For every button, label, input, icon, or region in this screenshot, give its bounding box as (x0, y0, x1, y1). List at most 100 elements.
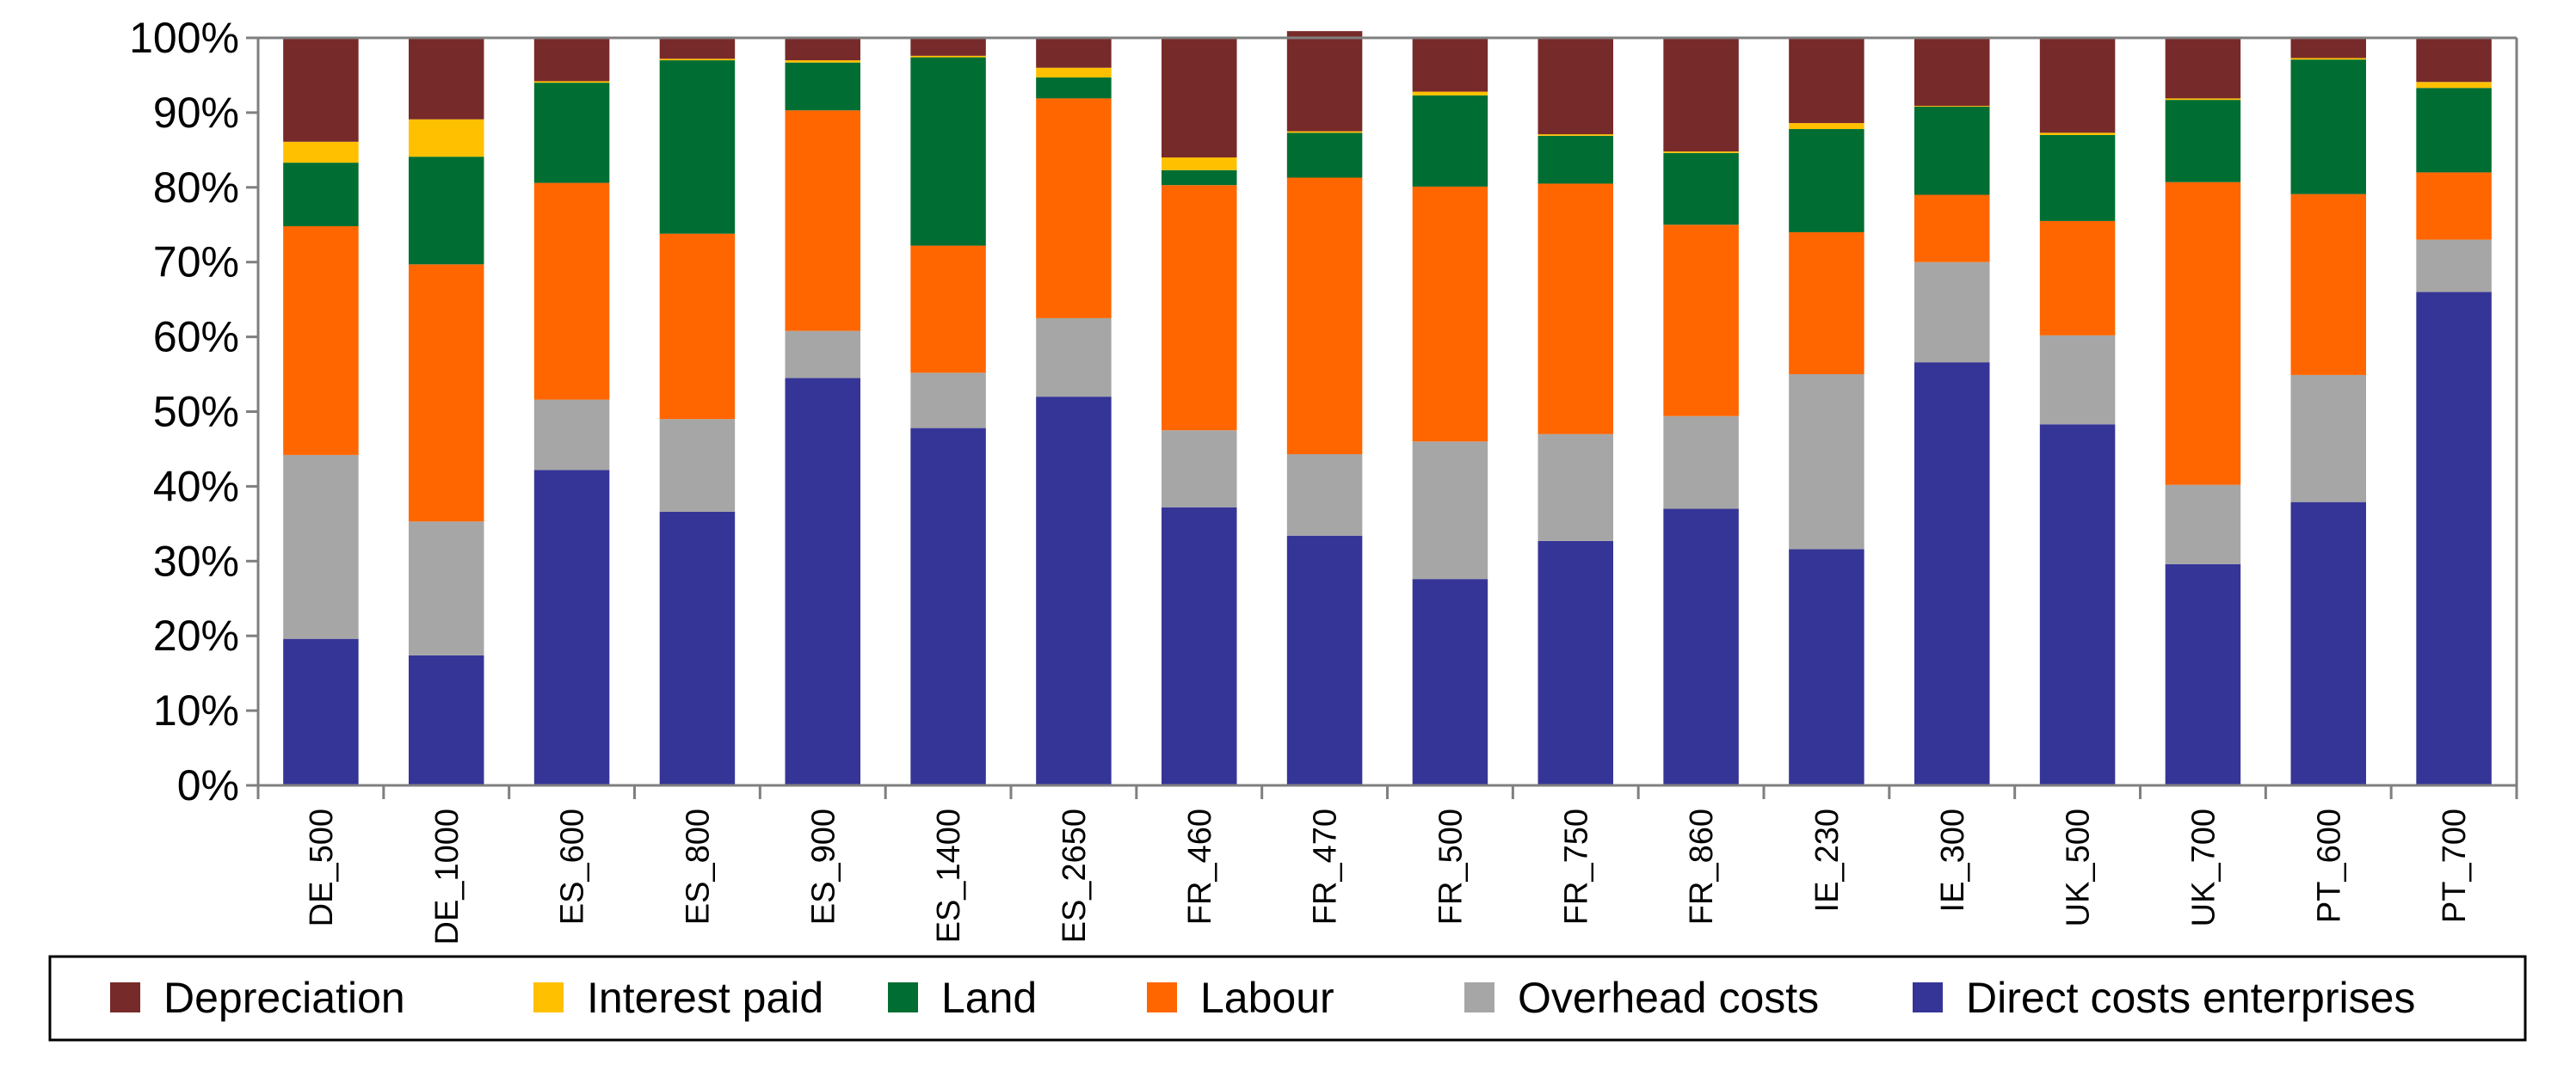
bar-segment-DE_1000-direct-costs-enterprises (409, 655, 484, 785)
bar-segment-DE_1000-labour (409, 264, 484, 522)
bar-segment-ES_600-land (533, 83, 610, 183)
legend-swatch (110, 982, 140, 1012)
bar-segment-FR_860-overhead-costs (1663, 415, 1739, 509)
bar-group-FR_500 (1412, 38, 1488, 785)
bar-segment-FR_470-overhead-costs (1286, 454, 1363, 536)
bar-segment-ES_800-interest-paid (659, 58, 736, 61)
x-tick-label-DE_1000: DE_1000 (429, 809, 465, 945)
bar-segment-UK_700-overhead-costs (2165, 484, 2241, 564)
bar-segment-ES_900-land (785, 62, 860, 111)
y-tick-label: 30% (153, 537, 239, 585)
bar-segment-FR_750-direct-costs-enterprises (1538, 540, 1613, 785)
bar-segment-UK_500-overhead-costs (2039, 335, 2116, 425)
bar-segment-FR_460-labour (1162, 185, 1237, 431)
bar-segment-ES_2650-labour (1036, 98, 1112, 318)
bar-segment-FR_460-direct-costs-enterprises (1162, 507, 1237, 785)
bar-segment-ES_900-depreciation (785, 38, 860, 61)
x-tick-label-FR_470: FR_470 (1308, 809, 1344, 925)
bar-segment-ES_800-direct-costs-enterprises (659, 511, 736, 785)
x-tick-label-PT_600: PT_600 (2311, 809, 2347, 923)
y-tick-label: 100% (129, 14, 239, 62)
x-tick-label-FR_860: FR_860 (1684, 809, 1720, 925)
bar-segment-FR_500-overhead-costs (1412, 441, 1488, 580)
bar-segment-ES_2650-overhead-costs (1036, 317, 1112, 397)
bar-segment-FR_500-depreciation (1412, 38, 1488, 92)
axes: 0% 10% 20% 30% 40% 50% 60% 70% 80% 90% 100% DE_500 D… (129, 14, 2518, 945)
bar-segment-FR_470-labour (1286, 177, 1363, 455)
bar-segment-UK_700-interest-paid (2165, 98, 2241, 101)
bar-segment-ES_1400-land (910, 57, 986, 246)
bar-segment-FR_470-depreciation (1286, 31, 1363, 132)
bar-group-ES_900 (785, 38, 860, 785)
bar-segment-FR_500-labour (1412, 186, 1488, 442)
bar-group-ES_2650 (1036, 38, 1112, 785)
bar-segment-UK_700-land (2165, 100, 2241, 182)
y-tick-label: 50% (153, 388, 239, 436)
bar-group-ES_800 (659, 38, 736, 785)
x-tick-label-UK_700: UK_700 (2185, 809, 2222, 926)
bar-segment-IE_230-interest-paid (1789, 123, 1864, 130)
x-tick-label-ES_900: ES_900 (805, 809, 841, 925)
y-tick-label: 10% (153, 686, 239, 735)
legend-item-interest-paid: Interest paid (533, 974, 823, 1022)
bar-group-UK_700 (2165, 38, 2241, 785)
bar-segment-IE_300-labour (1914, 194, 1990, 262)
bar-segment-FR_460-depreciation (1162, 38, 1237, 158)
bar-segment-DE_500-direct-costs-enterprises (283, 638, 359, 785)
bar-group-FR_470 (1286, 31, 1363, 785)
bar-segment-DE_500-overhead-costs (283, 454, 359, 639)
bar-group-DE_500 (283, 38, 359, 785)
bar-group-FR_860 (1663, 38, 1739, 785)
bar-segment-PT_600-overhead-costs (2290, 374, 2366, 502)
bar-segment-DE_1000-depreciation (409, 38, 484, 120)
bar-segment-PT_600-land (2290, 59, 2366, 194)
bar-segment-IE_300-depreciation (1914, 38, 1990, 107)
legend-swatch (888, 982, 918, 1012)
bar-segment-ES_800-land (659, 60, 736, 234)
y-tick-label: 80% (153, 163, 239, 212)
bar-segment-UK_500-direct-costs-enterprises (2039, 424, 2116, 785)
bar-segment-ES_600-overhead-costs (533, 399, 610, 471)
bar-segment-FR_470-direct-costs-enterprises (1286, 535, 1363, 785)
bar-segment-ES_900-labour (785, 110, 860, 331)
bar-group-PT_600 (2290, 38, 2366, 785)
legend-item-overhead-costs: Overhead costs (1464, 974, 1819, 1022)
bar-group-ES_1400 (910, 38, 986, 785)
bar-segment-UK_500-labour (2039, 220, 2116, 335)
bar-group-DE_1000 (409, 38, 484, 785)
bar-segment-UK_500-interest-paid (2039, 132, 2116, 135)
bar-segment-ES_2650-land (1036, 77, 1112, 99)
bar-segment-ES_800-depreciation (659, 38, 736, 59)
bar-segment-ES_800-overhead-costs (659, 419, 736, 512)
bar-segment-FR_750-land (1538, 135, 1613, 184)
x-tick-label-ES_2650: ES_2650 (1057, 809, 1093, 943)
bar-segment-IE_230-overhead-costs (1789, 374, 1864, 550)
bar-segment-ES_900-interest-paid (785, 60, 860, 63)
bar-segment-ES_900-overhead-costs (785, 330, 860, 378)
bar-segment-FR_860-land (1663, 152, 1739, 225)
legend-swatch (533, 982, 564, 1012)
bar-segment-DE_500-interest-paid (283, 141, 359, 163)
bar-segment-DE_1000-interest-paid (409, 119, 484, 157)
bar-segment-FR_460-land (1162, 169, 1237, 186)
legend-item-labour: Labour (1147, 974, 1334, 1022)
bar-segment-DE_500-depreciation (283, 38, 359, 142)
bar-group-FR_460 (1162, 38, 1237, 785)
bar-segment-PT_600-labour (2290, 194, 2366, 375)
bar-segment-IE_300-land (1914, 106, 1990, 195)
bar-segment-PT_600-depreciation (2290, 38, 2366, 58)
bar-segment-IE_230-labour (1789, 231, 1864, 375)
y-tick-label: 70% (153, 238, 239, 286)
bar-segment-UK_500-land (2039, 134, 2116, 221)
bar-segment-FR_470-land (1286, 132, 1363, 178)
x-tick-label-FR_460: FR_460 (1182, 809, 1218, 925)
x-tick-label-UK_500: UK_500 (2061, 809, 2097, 926)
bar-segment-ES_600-depreciation (533, 38, 610, 82)
bar-segment-IE_230-land (1789, 129, 1864, 232)
bar-group-ES_600 (533, 38, 610, 785)
y-tick-label: 20% (153, 612, 239, 660)
legend-swatch (1464, 982, 1494, 1012)
bar-segment-PT_700-labour (2416, 172, 2492, 240)
legend: Depreciation Interest paid Land Labour Overh… (48, 955, 2527, 1042)
